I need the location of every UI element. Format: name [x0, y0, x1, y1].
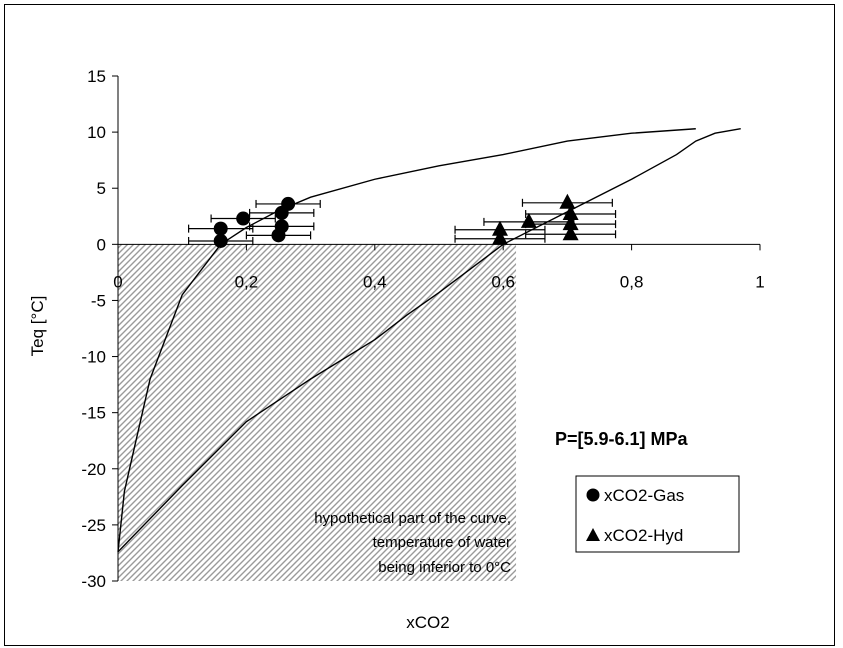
hypothetical-region	[118, 244, 517, 582]
equilibrium-curve-2	[117, 128, 741, 553]
gas-data-point	[281, 196, 296, 211]
x-tick-label: 0,2	[235, 272, 259, 291]
y-tick-label: -20	[81, 460, 106, 479]
y-tick-label: -15	[81, 404, 106, 423]
gas-data-point	[236, 211, 251, 226]
legend-marker-hyd	[586, 528, 600, 541]
hyd-data-point	[562, 205, 579, 221]
data-points	[213, 193, 579, 248]
y-tick-label: 5	[97, 179, 106, 198]
y-tick-label: -25	[81, 516, 106, 535]
hyd-data-point	[559, 193, 576, 209]
annotation-line-1: hypothetical part of the curve,	[314, 510, 511, 527]
y-tick-label: -5	[91, 291, 106, 310]
hyd-data-point	[562, 215, 579, 231]
legend-label-hyd: xCO2-Hyd	[604, 526, 683, 545]
hyd-data-point	[491, 229, 508, 245]
x-axis-label: xCO2	[406, 613, 449, 632]
pressure-label: P=[5.9-6.1] MPa	[555, 429, 689, 449]
x-tick-label: 0,6	[491, 272, 515, 291]
hyd-data-point	[491, 220, 508, 236]
y-tick-label: 10	[87, 123, 106, 142]
annotation-line-2: temperature of water	[373, 534, 511, 551]
y-tick-label: -10	[81, 348, 106, 367]
legend-box	[575, 475, 740, 553]
x-tick-label: 0	[113, 272, 122, 291]
x-tick-label: 0,8	[620, 272, 644, 291]
y-tick-label: -30	[81, 572, 106, 591]
y-tick-label: 15	[87, 67, 106, 86]
legend: xCO2-Gas xCO2-Hyd	[575, 475, 740, 553]
x-tick-label: 1	[755, 272, 764, 291]
y-tick-label: 0	[97, 235, 106, 254]
y-tick-labels: 15 10 5 0 -5 -10 -15 -20 -25 -30	[81, 67, 106, 591]
error-bars	[188, 198, 617, 245]
hyd-data-point	[520, 212, 537, 228]
y-axis-label: Teq [°C]	[28, 296, 47, 357]
x-tick-labels: 0 0,2 0,4 0,6 0,8 1	[113, 272, 764, 291]
gas-data-point	[274, 219, 289, 234]
annotation-line-3: being inferior to 0°C	[378, 559, 511, 576]
gas-data-point	[213, 233, 228, 248]
gas-data-point	[213, 221, 228, 236]
x-tick-label: 0,4	[363, 272, 387, 291]
legend-label-gas: xCO2-Gas	[604, 486, 684, 505]
legend-marker-gas	[586, 488, 600, 502]
hyd-data-point	[562, 225, 579, 241]
